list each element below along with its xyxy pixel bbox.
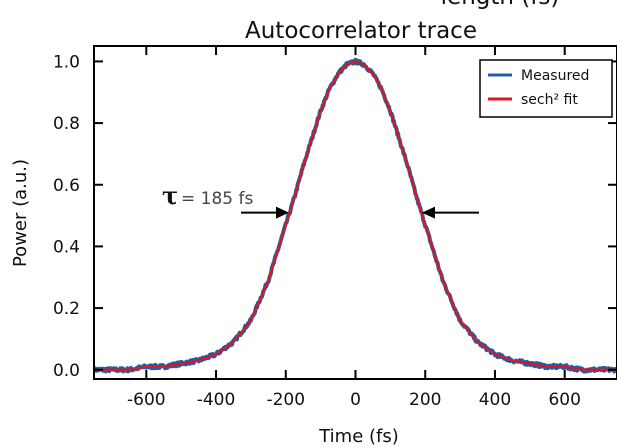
x-tick-label: 0 [350, 390, 361, 410]
legend: Measured sech² fit [479, 59, 613, 118]
fwhm-arrow-right-head [422, 206, 436, 219]
legend-label-fit: sech² fit [521, 92, 578, 108]
y-tick-label: 0.4 [53, 237, 80, 257]
y-tick-label: 0.6 [53, 176, 80, 196]
x-axis-ticks: -600 -400 -200 0 200 400 600 [127, 46, 581, 410]
legend-label-measured: Measured [521, 68, 589, 84]
annotation-text: = 185 fs [181, 189, 253, 209]
y-tick-label: 1.0 [53, 52, 80, 72]
x-tick-label: -400 [197, 390, 236, 410]
annotation: τ = 185 fs [162, 181, 479, 219]
x-tick-label: 600 [548, 390, 580, 410]
x-tick-label: -600 [127, 390, 166, 410]
x-tick-label: 200 [409, 390, 441, 410]
x-tick-label: 400 [479, 390, 511, 410]
legend-box [479, 59, 613, 118]
y-axis-ticks: 0.0 0.2 0.4 0.6 0.8 1.0 [53, 52, 617, 381]
y-tick-label: 0.8 [53, 114, 80, 134]
x-tick-label: -200 [266, 390, 305, 410]
y-tick-label: 0.2 [53, 299, 80, 319]
y-axis-title: Power (a.u.) [10, 159, 31, 267]
chart-title-partial: length (fs) [441, 0, 560, 10]
annotation-tau: τ [162, 181, 178, 210]
fwhm-arrow-left-head [275, 206, 289, 219]
chart-title: Autocorrelator trace [245, 18, 477, 44]
x-axis-title: Time (fs) [318, 426, 399, 447]
series-line-fit [94, 60, 617, 371]
y-tick-label: 0.0 [53, 361, 80, 381]
